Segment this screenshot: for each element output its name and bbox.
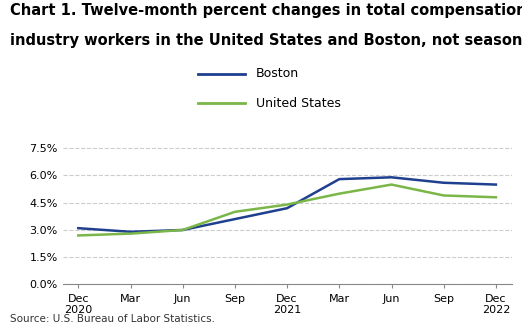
Boston: [388, 175, 395, 179]
United States: [441, 194, 447, 198]
Text: Chart 1. Twelve-month percent changes in total compensation for private: Chart 1. Twelve-month percent changes in…: [10, 3, 522, 18]
Text: United States: United States: [256, 96, 341, 110]
Boston: [336, 177, 342, 181]
Boston: [180, 228, 186, 232]
Boston: [441, 181, 447, 185]
Boston: [284, 206, 290, 210]
Text: Boston: Boston: [256, 67, 299, 80]
United States: [336, 192, 342, 196]
Text: Source: U.S. Bureau of Labor Statistics.: Source: U.S. Bureau of Labor Statistics.: [10, 314, 216, 324]
United States: [284, 203, 290, 207]
Boston: [232, 217, 238, 221]
United States: [388, 182, 395, 186]
United States: [232, 210, 238, 214]
Boston: [75, 226, 81, 230]
United States: [180, 228, 186, 232]
Line: United States: United States: [78, 184, 496, 235]
Text: industry workers in the United States and Boston, not seasonally adjusted: industry workers in the United States an…: [10, 33, 522, 48]
United States: [127, 232, 134, 235]
Boston: [493, 182, 499, 186]
Line: Boston: Boston: [78, 177, 496, 232]
Boston: [127, 230, 134, 234]
United States: [493, 195, 499, 199]
United States: [75, 233, 81, 237]
